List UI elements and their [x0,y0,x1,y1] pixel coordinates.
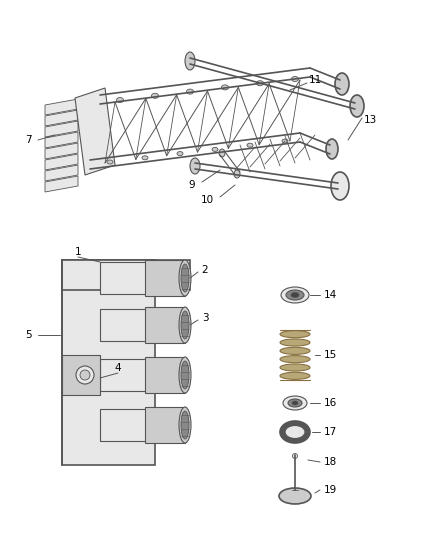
Ellipse shape [280,421,310,443]
Ellipse shape [190,158,200,174]
Text: 17: 17 [323,427,337,437]
Ellipse shape [279,488,311,504]
Ellipse shape [335,73,349,95]
Ellipse shape [80,370,90,380]
Ellipse shape [285,425,305,439]
Ellipse shape [179,260,191,296]
Text: 7: 7 [25,135,31,145]
Polygon shape [45,110,78,126]
Text: 2: 2 [201,265,208,275]
Ellipse shape [234,170,240,178]
Ellipse shape [350,95,364,117]
Ellipse shape [280,356,310,363]
Polygon shape [45,154,78,170]
Ellipse shape [177,151,183,156]
Ellipse shape [331,172,349,200]
Text: 19: 19 [323,485,337,495]
Text: 9: 9 [189,180,195,190]
Ellipse shape [117,98,124,102]
Ellipse shape [181,264,189,292]
Polygon shape [145,307,185,343]
Polygon shape [45,132,78,148]
Text: 1: 1 [75,247,81,257]
Polygon shape [45,99,78,115]
Polygon shape [45,176,78,192]
Ellipse shape [281,287,309,303]
Polygon shape [62,355,100,395]
Ellipse shape [76,366,94,384]
Text: 13: 13 [364,115,377,125]
Ellipse shape [288,399,302,407]
Ellipse shape [283,396,307,410]
Ellipse shape [280,339,310,346]
Polygon shape [62,260,155,465]
Polygon shape [100,409,155,441]
Ellipse shape [286,290,304,300]
Ellipse shape [222,85,229,90]
Ellipse shape [181,361,189,389]
Ellipse shape [282,139,288,143]
Ellipse shape [326,139,338,159]
Ellipse shape [280,330,310,338]
Ellipse shape [179,307,191,343]
Polygon shape [45,165,78,181]
Polygon shape [75,88,115,175]
Polygon shape [145,407,185,443]
Text: 10: 10 [201,195,214,205]
Ellipse shape [152,93,159,98]
Ellipse shape [185,52,195,70]
Polygon shape [100,262,155,294]
Ellipse shape [280,372,310,379]
Polygon shape [145,357,185,393]
Ellipse shape [292,401,298,405]
Text: 18: 18 [323,457,337,467]
Polygon shape [100,309,155,341]
Ellipse shape [292,77,299,82]
Ellipse shape [280,348,310,354]
Text: 3: 3 [201,313,208,323]
Ellipse shape [107,160,113,164]
Text: 4: 4 [115,363,121,373]
Ellipse shape [181,411,189,439]
Text: 14: 14 [323,290,337,300]
Polygon shape [100,359,155,391]
Ellipse shape [179,357,191,393]
Ellipse shape [181,311,189,339]
Ellipse shape [291,293,299,297]
Text: 15: 15 [323,350,337,360]
Ellipse shape [212,148,218,151]
Ellipse shape [219,149,225,157]
Ellipse shape [293,454,297,458]
Ellipse shape [247,143,253,147]
Polygon shape [45,121,78,137]
Text: 11: 11 [308,75,321,85]
Polygon shape [62,260,190,290]
Ellipse shape [257,80,264,86]
Polygon shape [145,260,185,296]
Ellipse shape [142,156,148,160]
Ellipse shape [187,89,194,94]
Ellipse shape [179,407,191,443]
Text: 5: 5 [25,330,31,340]
Polygon shape [45,143,78,159]
Ellipse shape [280,364,310,371]
Text: 16: 16 [323,398,337,408]
